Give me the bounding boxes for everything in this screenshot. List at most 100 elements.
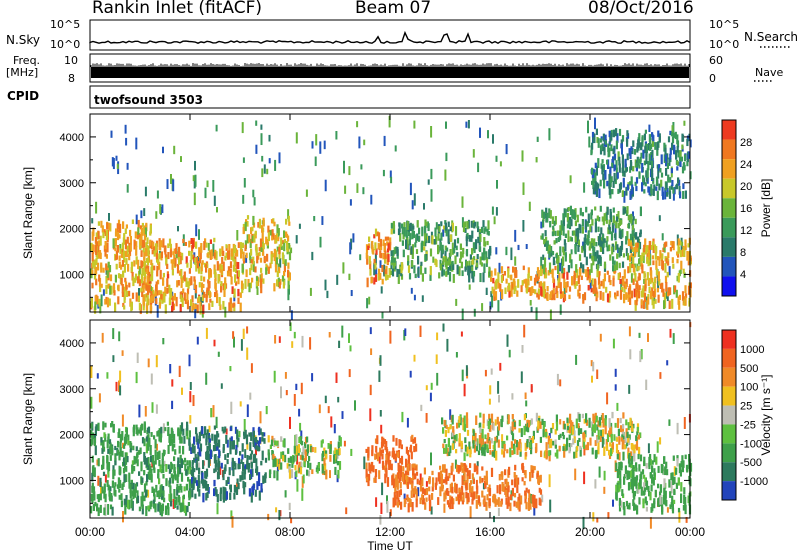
power-echo [256, 287, 259, 295]
velocity-echo [411, 434, 414, 441]
power-echo [407, 255, 410, 264]
velocity-echo [583, 471, 586, 485]
power-echo [344, 185, 347, 194]
power-echo [266, 168, 269, 175]
power-echo [128, 242, 131, 253]
velocity-echo [620, 462, 623, 468]
power-echo [263, 164, 266, 174]
freq-strip-frame [89, 53, 691, 83]
velocity-echo [516, 484, 519, 494]
power-echo [197, 266, 201, 274]
power-echo [411, 260, 414, 268]
power-echo [490, 277, 493, 282]
power-echo [289, 247, 293, 254]
velocity-echo [327, 443, 330, 449]
velocity-echo [413, 354, 416, 362]
velocity-echo [114, 445, 117, 451]
velocity-echo [409, 478, 412, 485]
power-echo [134, 231, 137, 239]
power-echo [138, 279, 141, 287]
power-echo [128, 248, 132, 257]
velocity-echo [386, 449, 389, 455]
velocity-echo [395, 474, 398, 481]
velocity-echo [216, 431, 219, 436]
power-echo [656, 256, 659, 261]
velocity-echo [227, 476, 230, 483]
power-echo [656, 287, 659, 293]
power-echo [655, 176, 659, 186]
power-echo [439, 242, 442, 251]
velocity-echo [261, 450, 264, 461]
velocity-echo [558, 445, 561, 452]
velocity-echo [118, 494, 121, 500]
velocity-echo [620, 500, 623, 508]
velocity-echo [207, 450, 210, 460]
velocity-echo [220, 383, 223, 389]
power-echo [650, 245, 654, 251]
power-echo [548, 244, 551, 252]
power-echo [559, 230, 562, 241]
power-echo [108, 222, 111, 230]
velocity-echo [225, 428, 228, 435]
power-echo [311, 141, 314, 149]
velocity-echo [451, 462, 454, 472]
power-echo [249, 238, 252, 249]
velocity-echo [284, 454, 287, 463]
power-echo [414, 273, 417, 279]
power-echo [513, 286, 516, 295]
velocity-echo [489, 385, 492, 395]
power-echo [403, 222, 406, 229]
power-echo [275, 250, 278, 259]
velocity-echo [651, 474, 654, 484]
velocity-echo [138, 449, 141, 455]
velocity-echo [455, 352, 458, 358]
power-echo [425, 233, 428, 244]
nave-tick-high: 60 [709, 54, 723, 67]
velocity-echo [146, 427, 149, 433]
power-echo [255, 120, 258, 126]
power-echo [188, 250, 191, 256]
velocity-echo [136, 459, 139, 467]
power-echo [589, 241, 592, 249]
power-echo [194, 284, 198, 294]
power-echo [229, 298, 232, 304]
velocity-echo [449, 445, 452, 454]
power-echo [590, 263, 593, 273]
power-echo [596, 269, 599, 278]
power-echo [406, 237, 409, 244]
velocity-echo [611, 411, 614, 419]
power-echo [142, 285, 145, 293]
velocity-echo [449, 483, 452, 493]
velocity-echo [282, 455, 285, 462]
velocity-echo [178, 496, 181, 506]
power-echo [635, 162, 638, 168]
power-echo [120, 277, 123, 286]
power-echo [172, 251, 175, 256]
velocity-echo [600, 429, 603, 439]
velocity-echo [630, 456, 634, 465]
power-echo [608, 174, 611, 184]
velocity-echo [582, 432, 585, 439]
power-echo [570, 237, 573, 242]
power-echo [575, 281, 578, 286]
velocity-echo [183, 457, 187, 463]
power-echo [415, 249, 419, 254]
power-echo [629, 190, 632, 200]
velocity-echo [597, 441, 600, 450]
power-echo [632, 230, 635, 236]
power-echo [99, 252, 102, 260]
velocity-echo [488, 440, 491, 450]
power-echo [559, 292, 563, 299]
velocity-echo [585, 419, 589, 426]
power-echo [402, 249, 405, 258]
power-echo [669, 247, 672, 252]
velocity-echo [289, 322, 292, 332]
velocity-echo [663, 456, 666, 463]
power-echo [639, 229, 642, 235]
power-echo [608, 226, 611, 235]
power-echo [408, 273, 412, 280]
velocity-echo [186, 421, 189, 431]
velocity-echo [517, 500, 520, 510]
power-echo [454, 226, 458, 236]
